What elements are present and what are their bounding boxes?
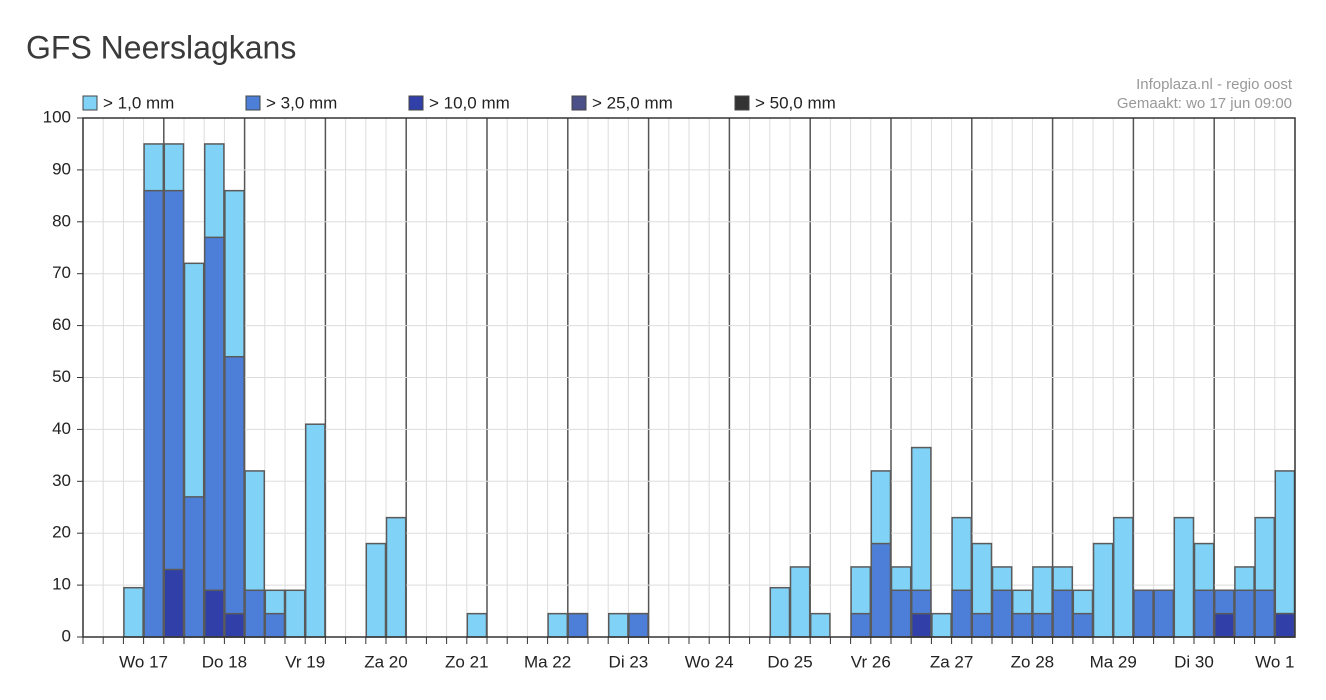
bar [769, 586, 791, 638]
y-tick-label: 50 [52, 367, 71, 386]
bar [1153, 589, 1175, 638]
bar [991, 589, 1013, 638]
y-tick-label: 100 [43, 107, 71, 126]
x-tick-label: Vr 26 [851, 652, 891, 671]
bar [1032, 612, 1053, 638]
x-tick-label: Zo 28 [1011, 652, 1054, 671]
bar [1254, 589, 1276, 638]
bar [466, 612, 488, 638]
legend-label: > 50,0 mm [755, 93, 836, 112]
y-tick-label: 40 [52, 419, 71, 438]
x-tick-label: Do 18 [202, 652, 247, 671]
bar [163, 568, 185, 638]
bar [304, 423, 326, 638]
bar [890, 589, 912, 638]
legend-swatch [82, 95, 98, 111]
y-tick-label: 30 [52, 471, 71, 490]
bar [1274, 470, 1296, 638]
bar [789, 566, 811, 638]
bar [244, 589, 266, 638]
legend-swatch [408, 95, 424, 111]
x-tick-label: Di 23 [609, 652, 649, 671]
chart-title: GFS Neerslagkans [26, 29, 296, 65]
legend-swatch [245, 95, 261, 111]
bar [1092, 542, 1114, 638]
bar [567, 612, 589, 638]
bar [931, 612, 952, 638]
legend-label: > 3,0 mm [266, 93, 337, 112]
bar [385, 516, 407, 638]
legend-label: > 10,0 mm [429, 93, 510, 112]
bar [1112, 516, 1134, 638]
x-tick-label: Za 20 [364, 652, 407, 671]
legend-label: > 25,0 mm [592, 93, 673, 112]
bar [224, 355, 245, 638]
bar [1274, 612, 1296, 638]
y-tick-label: 80 [52, 211, 71, 230]
bar [1234, 589, 1255, 638]
y-tick-label: 10 [52, 575, 71, 594]
bar [607, 612, 629, 638]
x-tick-label: Zo 21 [445, 652, 488, 671]
bar [123, 586, 144, 638]
bar [547, 612, 569, 638]
made-note: Gemaakt: wo 17 jun 09:00 [1117, 95, 1292, 112]
x-tick-label: Ma 29 [1090, 652, 1137, 671]
bar [1011, 612, 1033, 638]
x-tick-label: Do 25 [767, 652, 812, 671]
bar [910, 612, 932, 638]
plot-frame [82, 117, 1296, 638]
source-note: Infoplaza.nl - regio oost [1136, 76, 1293, 93]
bar [143, 189, 165, 638]
legend-label: > 1,0 mm [103, 93, 174, 112]
bar [183, 496, 205, 638]
bar [1052, 589, 1074, 638]
y-tick-label: 90 [52, 159, 71, 178]
x-tick-label: Vr 19 [285, 652, 325, 671]
bar [628, 612, 649, 638]
bar [850, 612, 872, 638]
bar [203, 589, 225, 638]
bar [1213, 612, 1235, 638]
x-tick-label: Wo 24 [685, 652, 734, 671]
x-tick-label: Ma 22 [524, 652, 571, 671]
x-tick-label: Wo 17 [119, 652, 168, 671]
bar [203, 236, 225, 638]
bar [971, 612, 993, 638]
bar [1133, 589, 1154, 638]
y-tick-label: 0 [62, 626, 71, 645]
bar [224, 612, 245, 638]
x-tick-label: Di 30 [1174, 652, 1214, 671]
bar [1173, 516, 1195, 638]
legend-swatch [571, 95, 587, 111]
y-tick-label: 60 [52, 315, 71, 334]
bar [365, 542, 387, 638]
x-tick-label: Wo 1 [1255, 652, 1294, 671]
bar [1072, 612, 1094, 638]
bar [951, 589, 973, 638]
y-tick-label: 20 [52, 523, 71, 542]
bar [264, 612, 286, 638]
bar [1193, 589, 1215, 638]
bar [284, 589, 306, 638]
x-tick-label: Za 27 [930, 652, 973, 671]
y-tick-label: 70 [52, 263, 71, 282]
legend-swatch [734, 95, 750, 111]
bar [870, 542, 892, 638]
bar [809, 612, 831, 638]
